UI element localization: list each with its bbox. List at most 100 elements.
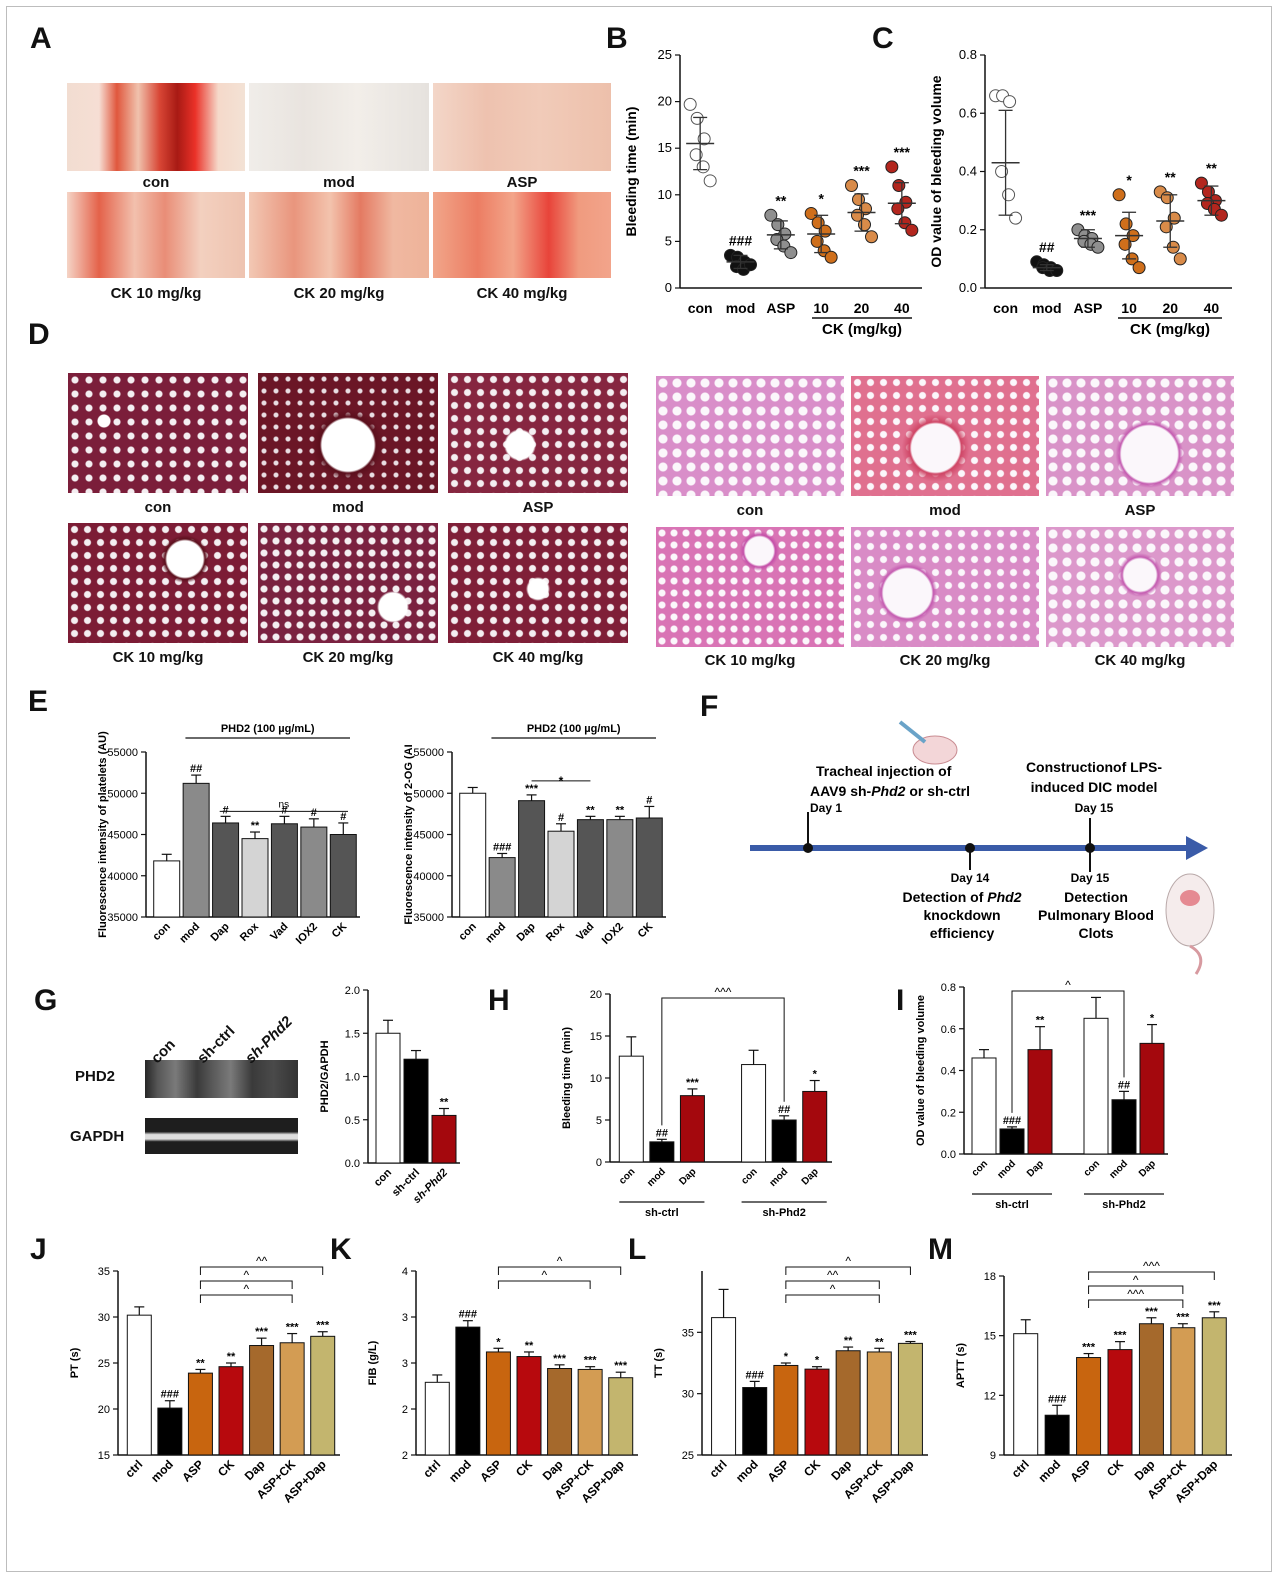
H-y-tick-label: 0 [596, 1157, 602, 1169]
J-bar [279, 1342, 305, 1456]
K-sig-mark: *** [584, 1355, 598, 1367]
B-data-point [703, 174, 717, 188]
B-x-tick-label: 10 [813, 300, 829, 316]
I-x-tick-label: mod [995, 1158, 1018, 1181]
M-bar [1138, 1323, 1164, 1456]
panel-letter-m: M [928, 1233, 953, 1266]
G-y-tick-label: 1.0 [345, 1072, 360, 1084]
L-x-tick-label: CK [801, 1457, 823, 1479]
caption-d-left-ck10: CK 10 mg/kg [112, 649, 204, 666]
C-y-tick-label: 0.0 [959, 280, 977, 295]
I-comparison-label: ^ [1065, 978, 1071, 992]
M-comparison-bracket [1088, 1299, 1184, 1308]
E1-bracket-label: PHD2 (100 µg/mL) [221, 723, 315, 735]
L-bar [897, 1342, 923, 1456]
E2-bar [459, 792, 487, 918]
C-x-tick-label: con [993, 300, 1018, 316]
B-data-point [683, 97, 697, 111]
caption-a-ck20: CK 20 mg/kg [293, 285, 385, 302]
panel-letter-h: H [488, 984, 510, 1017]
caption-a-con: con [142, 174, 170, 191]
J-x-tick-label: ctrl [122, 1457, 145, 1480]
M-comparison-label: ^ [1133, 1273, 1139, 1287]
caption-d-right-con: con [736, 502, 764, 519]
H-y-tick-label: 15 [590, 1031, 602, 1043]
C-y-tick-label: 0.4 [959, 164, 977, 179]
E1-sig-mark: # [311, 807, 317, 819]
G-y-axis-label: PHD2/GAPDH [319, 1040, 331, 1112]
G-y-tick-label: 0.5 [345, 1115, 360, 1127]
M-sig-mark: *** [1176, 1312, 1190, 1324]
I-sig-mark: ## [1118, 1079, 1130, 1091]
C-sig-mark: ** [1165, 169, 1176, 185]
J-bar [218, 1366, 244, 1456]
H-bar [618, 1055, 644, 1163]
B-sig-mark: ** [775, 192, 786, 208]
E2-bar [606, 819, 634, 918]
I-bar [1111, 1099, 1137, 1155]
E1-sig-mark: # [281, 804, 287, 816]
E2-bar [635, 817, 663, 918]
E1-sig-mark: # [223, 804, 229, 816]
L-sig-mark: ### [746, 1369, 764, 1381]
L-sig-mark: * [815, 1355, 820, 1367]
panel-letter-i: I [896, 984, 905, 1017]
K-sig-mark: * [496, 1336, 501, 1348]
B-sig-mark: *** [894, 144, 911, 160]
G-bar [375, 1032, 401, 1164]
B-data-point [885, 160, 899, 174]
E1-x-tick-label: Vad [268, 921, 290, 943]
L-bar [835, 1350, 861, 1456]
I-y-tick-label: 0.0 [941, 1149, 956, 1161]
L-x-tick-label: mod [733, 1457, 761, 1485]
K-y-tick-label: 2 [402, 1404, 408, 1416]
E1-ns-label: ns [279, 799, 290, 810]
J-sig-mark: *** [255, 1326, 269, 1338]
caption-d-right-ck20: CK 20 mg/kg [899, 652, 991, 669]
K-sig-mark: ** [525, 1340, 534, 1352]
histology-mt-ck10 [68, 523, 248, 643]
C-y-tick-label: 0.2 [959, 222, 977, 237]
B-group-label: CK (mg/kg) [822, 321, 902, 338]
panel-letter-e: E [28, 685, 49, 718]
E2-bar [547, 830, 575, 918]
M-bar [1044, 1414, 1070, 1456]
J-bar [249, 1345, 275, 1456]
L-sig-mark: * [784, 1351, 789, 1363]
E2-bracket-label: PHD2 (100 µg/mL) [527, 723, 621, 735]
tubes-photo-asp [433, 83, 611, 171]
B-data-point [696, 160, 710, 174]
H-comparison-label: ^^^ [715, 985, 732, 999]
I-x-tick-label: Dap [1137, 1158, 1158, 1179]
K-y-tick-label: 3 [402, 1312, 408, 1324]
E1-bar [241, 838, 269, 918]
L-comparison-label: ^ [830, 1282, 836, 1296]
J-x-tick-label: Dap [242, 1457, 268, 1483]
I-x-tick-label: Dap [1025, 1158, 1046, 1179]
G-y-tick-label: 1.5 [345, 1028, 360, 1040]
L-sig-mark: ** [875, 1336, 884, 1348]
B-data-point [689, 148, 703, 162]
H-x-tick-label: mod [645, 1166, 668, 1189]
E2-sig-mark: ** [616, 804, 625, 816]
J-bar [157, 1407, 183, 1456]
H-x-tick-label: Dap [677, 1166, 698, 1187]
blot-label-phd2: PHD2 [75, 1068, 116, 1085]
I-sig-mark: * [1150, 1013, 1155, 1025]
J-bar [126, 1314, 152, 1456]
E1-x-tick-label: Rox [238, 920, 262, 944]
caption-d-left-con: con [144, 499, 172, 516]
histology-he-mod [851, 376, 1039, 496]
M-x-tick-label: Dap [1132, 1457, 1158, 1483]
E2-y-axis-label: Fluorescence intensity of 2-OG (AI [403, 744, 415, 924]
G-sig-mark: ** [440, 1097, 449, 1109]
C-data-point [1173, 252, 1187, 266]
B-data-point [845, 178, 858, 192]
caption-d-left-ck40: CK 40 mg/kg [492, 649, 584, 666]
K-x-tick-label: CK [513, 1457, 535, 1479]
L-sig-mark: ** [844, 1335, 853, 1347]
histology-mt-ck20 [258, 523, 438, 643]
J-comparison-bracket [199, 1280, 293, 1289]
M-y-tick-label: 18 [984, 1271, 996, 1283]
I-x-tick-label: con [1082, 1158, 1102, 1178]
